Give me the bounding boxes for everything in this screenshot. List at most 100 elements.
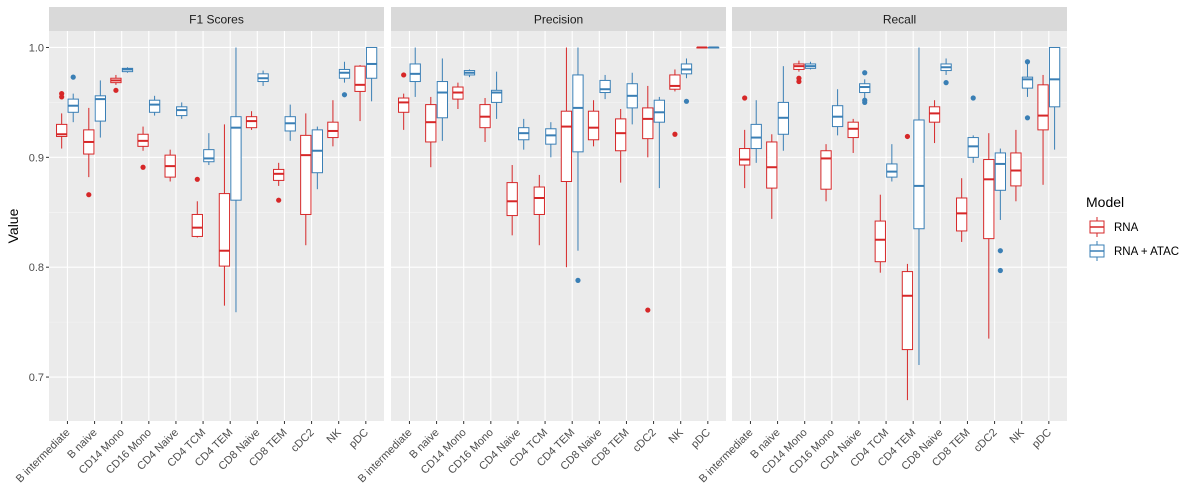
box-rna-atac bbox=[436, 58, 448, 141]
box-rna bbox=[273, 162, 285, 203]
box-rna bbox=[218, 124, 231, 306]
box-iqr bbox=[847, 121, 859, 139]
outlier-point bbox=[796, 78, 802, 85]
box-rna bbox=[1010, 129, 1022, 202]
box-iqr bbox=[1010, 152, 1022, 187]
box-iqr bbox=[203, 149, 215, 163]
box-rna-atac bbox=[257, 70, 269, 86]
box-rna bbox=[766, 134, 778, 219]
box-rna bbox=[425, 96, 437, 168]
x-tick-label: NK bbox=[325, 426, 345, 446]
outlier-point bbox=[86, 192, 92, 198]
box-rna bbox=[245, 111, 258, 130]
box-rna-atac bbox=[831, 89, 844, 136]
box-iqr bbox=[425, 104, 437, 143]
panel-title: F1 Scores bbox=[189, 13, 244, 27]
box-rna bbox=[354, 65, 366, 122]
box-rna bbox=[1037, 74, 1049, 185]
panel-strip bbox=[732, 7, 1067, 31]
box-rna-atac bbox=[365, 46, 378, 102]
box-rna bbox=[793, 60, 805, 85]
panel-background bbox=[732, 31, 1067, 421]
box-rna bbox=[452, 82, 464, 109]
box-iqr bbox=[874, 220, 886, 263]
outlier-point bbox=[575, 277, 581, 283]
box-iqr bbox=[94, 95, 106, 122]
panel-background bbox=[49, 31, 384, 421]
box-rna bbox=[820, 144, 832, 202]
panel-title: Recall bbox=[883, 13, 916, 27]
box-rna bbox=[110, 74, 122, 93]
box-rna-atac bbox=[94, 80, 106, 138]
box-iqr bbox=[506, 182, 518, 217]
outlier-point bbox=[1024, 115, 1031, 121]
box-rna bbox=[696, 46, 708, 49]
box-rna-atac bbox=[284, 104, 296, 141]
box-iqr bbox=[560, 110, 573, 183]
x-tick-label: pDC bbox=[689, 427, 713, 451]
x-tick-label: cDC2 bbox=[289, 427, 317, 455]
box-rna-atac bbox=[230, 47, 242, 313]
box-rna bbox=[847, 118, 859, 153]
outlier-point bbox=[59, 94, 65, 100]
box-iqr bbox=[913, 119, 925, 230]
box-rna-atac bbox=[750, 100, 762, 163]
outlier-point bbox=[276, 197, 282, 203]
outlier-point bbox=[970, 95, 976, 101]
box-rna-atac bbox=[148, 95, 161, 116]
box-iqr bbox=[928, 106, 941, 123]
box-rna bbox=[642, 85, 654, 313]
outlier-point bbox=[904, 133, 911, 140]
box-rna-atac bbox=[940, 58, 952, 86]
outlier-point bbox=[1024, 59, 1031, 65]
panel-strip bbox=[49, 7, 384, 31]
box-iqr bbox=[956, 197, 968, 232]
box-rna bbox=[327, 100, 339, 147]
y-tick-label: 0.9 bbox=[29, 152, 44, 164]
box-iqr bbox=[398, 97, 410, 113]
box-iqr bbox=[572, 74, 584, 153]
box-rna-atac bbox=[572, 47, 584, 283]
box-rna bbox=[615, 109, 627, 183]
box-rna-atac bbox=[311, 126, 324, 190]
box-rna-atac bbox=[804, 61, 817, 70]
outlier-point bbox=[341, 92, 348, 98]
y-tick-label: 1.0 bbox=[29, 42, 44, 54]
box-iqr bbox=[148, 99, 161, 113]
outlier-point bbox=[742, 95, 748, 101]
box-rna-atac bbox=[121, 67, 134, 73]
box-iqr bbox=[820, 150, 832, 190]
box-iqr bbox=[599, 79, 611, 94]
box-rna-atac bbox=[859, 70, 871, 106]
box-iqr bbox=[587, 110, 600, 141]
box-iqr bbox=[669, 74, 681, 90]
y-axis-title: Value bbox=[5, 208, 21, 243]
x-tick-label: pDC bbox=[347, 427, 371, 451]
outlier-point bbox=[113, 87, 119, 93]
outlier-point bbox=[672, 131, 678, 137]
legend-label: RNA bbox=[1114, 222, 1139, 234]
legend-item: RNA + ATAC bbox=[1086, 240, 1179, 262]
outlier-point bbox=[140, 164, 146, 170]
box-iqr bbox=[967, 137, 979, 158]
x-tick-label: NK bbox=[667, 426, 687, 446]
x-tick-label: NK bbox=[1008, 426, 1028, 446]
box-rna bbox=[191, 176, 203, 238]
y-tick-label: 0.7 bbox=[29, 372, 44, 384]
box-iqr bbox=[338, 68, 351, 79]
box-rna bbox=[560, 47, 573, 268]
box-rna-atac bbox=[777, 66, 789, 151]
box-rna bbox=[956, 178, 968, 242]
box-iqr bbox=[1037, 84, 1049, 131]
box-rna-atac bbox=[653, 96, 666, 189]
panel-strip bbox=[391, 7, 726, 31]
box-rna bbox=[506, 165, 518, 236]
box-rna bbox=[300, 113, 312, 246]
box-rna bbox=[669, 69, 681, 137]
box-iqr bbox=[615, 118, 627, 152]
panel-title: Precision bbox=[534, 13, 583, 27]
box-iqr bbox=[653, 99, 666, 123]
legend: Model RNA RNA + ATAC bbox=[1086, 194, 1179, 262]
box-rna-atac bbox=[545, 122, 557, 158]
